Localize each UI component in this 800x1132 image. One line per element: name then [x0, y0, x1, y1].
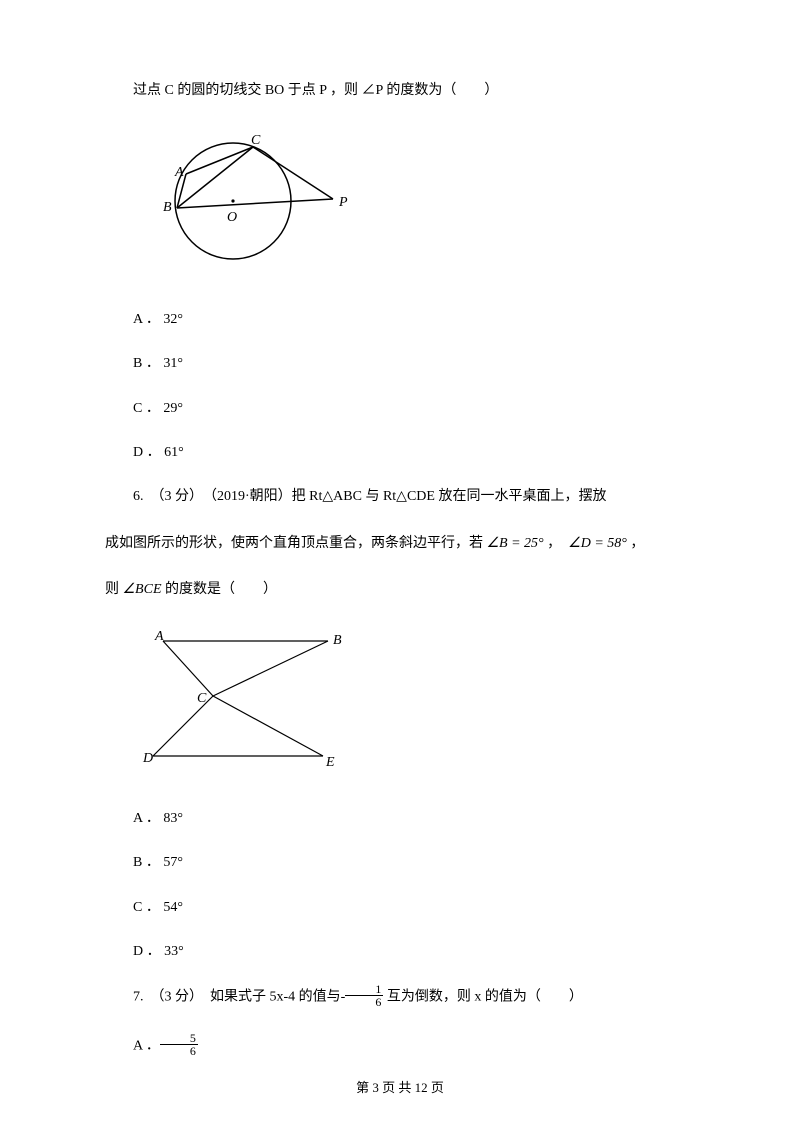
q5-option-b: B ． 31°	[105, 353, 695, 375]
q6-option-b: B ． 57°	[105, 852, 695, 874]
q6-stem-line1: 6. （3 分） （2019·朝阳）把 Rt△ABC 与 Rt△CDE 放在同一…	[105, 486, 695, 508]
q5-stem-text: 过点 C 的圆的切线交 BO 于点 P ，则 ∠P 的度数为（ ）	[133, 83, 498, 98]
q6-option-d: D ． 33°	[105, 941, 695, 963]
svg-text:C: C	[197, 691, 207, 706]
svg-text:B: B	[163, 200, 172, 215]
q6-option-a: A ． 83°	[105, 808, 695, 830]
q6-svg: A B C D E	[133, 626, 353, 776]
svg-text:O: O	[227, 210, 237, 225]
q5-svg: A B C O P	[133, 126, 363, 276]
q6-figure: A B C D E	[133, 626, 695, 784]
q7-frac: 16	[345, 983, 383, 1008]
svg-text:C: C	[251, 133, 261, 148]
q5-labels: A B C O P	[163, 133, 348, 225]
q5-center-dot	[231, 200, 234, 203]
page-number: 第 3 页 共 12 页	[356, 1080, 444, 1095]
q6-stem-line3: 则 ∠BCE 的度数是（ ）	[105, 579, 695, 601]
q5-option-a: A ． 32°	[105, 309, 695, 331]
q5-option-c: C ． 29°	[105, 398, 695, 420]
q5-figure: A B C O P	[133, 126, 695, 284]
q6-lines	[153, 641, 328, 756]
svg-text:A: A	[154, 629, 164, 644]
svg-text:P: P	[338, 195, 348, 210]
page-footer: 第 3 页 共 12 页	[0, 1077, 800, 1096]
q7-optA-frac: 56	[160, 1032, 198, 1057]
svg-text:A: A	[174, 165, 184, 180]
q5-stem: 过点 C 的圆的切线交 BO 于点 P ，则 ∠P 的度数为（ ）	[105, 80, 695, 102]
q7-stem: 7. （3 分） 如果式子 5x-4 的值与-16 互为倒数，则 x 的值为（ …	[105, 985, 695, 1010]
q5-option-d: D ． 61°	[105, 442, 695, 464]
q6-option-c: C ． 54°	[105, 897, 695, 919]
q6-stem-line2: 成如图所示的形状，使两个直角顶点重合，两条斜边平行，若 ∠B = 25° ， ∠…	[105, 533, 695, 555]
q5-lines	[177, 147, 333, 208]
svg-text:E: E	[325, 755, 335, 770]
q7-option-a: A ．56	[105, 1034, 695, 1059]
svg-text:D: D	[142, 751, 153, 766]
svg-text:B: B	[333, 633, 342, 648]
